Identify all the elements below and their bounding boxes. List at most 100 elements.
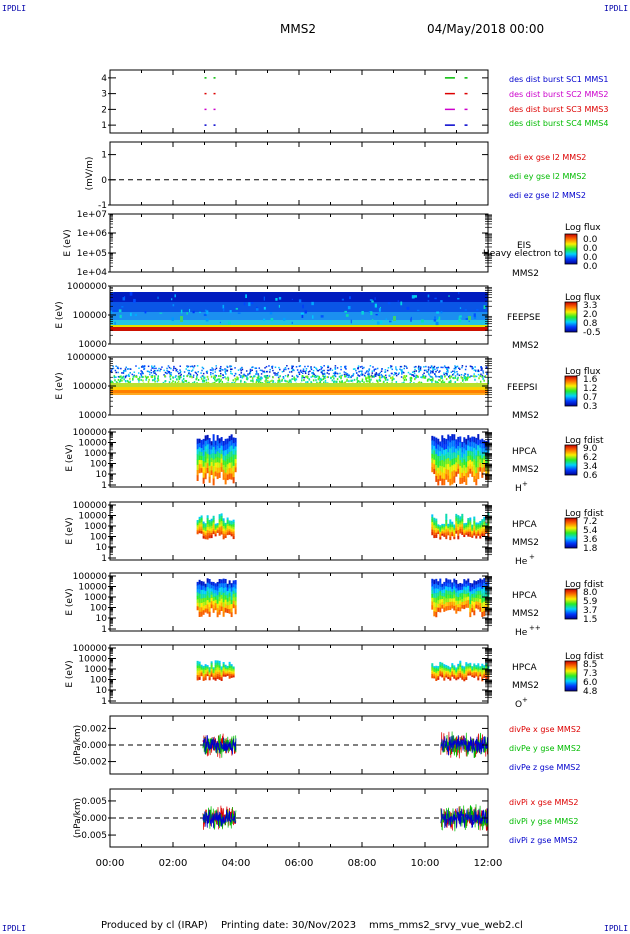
spectrogram-speck-feepse bbox=[121, 306, 124, 308]
spectrogram-cell-hpca_he bbox=[479, 535, 482, 539]
spectrogram-cell-hpca_he bbox=[451, 532, 454, 535]
spectrogram-cell-hpca_he bbox=[220, 518, 223, 522]
spectrogram-speck-feepsi bbox=[171, 381, 173, 384]
spectrogram-speck-feepsi bbox=[335, 380, 337, 383]
spectrogram-cell-hpca_h bbox=[214, 453, 217, 459]
spectrogram-cell-hpca_hepp bbox=[196, 606, 199, 611]
spectrogram-speck-feepsi bbox=[276, 372, 278, 375]
spectrogram-speck-feepsi bbox=[323, 365, 325, 367]
spectrogram-speck-feepse bbox=[437, 316, 441, 320]
spectrogram-cell-hpca_h bbox=[441, 460, 444, 467]
spectrogram-cell-hpca_hepp bbox=[228, 609, 231, 614]
spectrogram-speck-feepsi bbox=[224, 370, 227, 372]
spectrogram-speck-feepsi bbox=[175, 375, 177, 377]
spectrogram-cell-hpca_hepp bbox=[216, 581, 219, 587]
spectrogram-cell-hpca_h bbox=[437, 479, 440, 486]
spectrogram-speck-feepsi bbox=[163, 369, 165, 372]
spectrogram-speck-feepsi bbox=[326, 372, 329, 374]
spectrogram-speck-feepsi bbox=[246, 377, 249, 380]
spectrogram-speck-feepsi bbox=[303, 376, 306, 379]
spectrogram-cell-hpca_h bbox=[481, 462, 484, 469]
spectrogram-cell-hpca_h bbox=[461, 441, 464, 448]
spectrogram-cell-hpca_hepp bbox=[451, 595, 454, 599]
spectrogram-speck-feepsi bbox=[281, 370, 284, 373]
sc-label-hpca_h: MMS2 bbox=[512, 465, 539, 475]
spectrogram-cell-hpca_h bbox=[224, 450, 227, 457]
spectrogram-cell-hpca_h bbox=[210, 449, 213, 455]
spectrogram-speck-feepsi bbox=[188, 372, 190, 374]
spectrogram-cell-hpca_he bbox=[457, 535, 460, 540]
spectrogram-cell-hpca_he bbox=[431, 521, 434, 526]
spectrogram-speck-feepsi bbox=[170, 367, 172, 370]
spectrogram-speck-feepsi bbox=[327, 369, 330, 372]
spectrogram-cell-hpca_o bbox=[455, 675, 458, 678]
spectrogram-cell-hpca_hepp bbox=[232, 583, 235, 588]
spectrogram-cell-hpca_he bbox=[459, 522, 462, 526]
spectrogram-cell-hpca_he bbox=[465, 533, 468, 535]
spectrogram-speck-feepsi bbox=[192, 366, 195, 369]
spectrogram-cell-hpca_he bbox=[451, 523, 454, 526]
spectrogram-cell-hpca_he bbox=[449, 524, 452, 528]
colorbar-title-feepse: Log flux bbox=[565, 293, 601, 303]
spectrogram-speck-feepsi bbox=[277, 371, 279, 374]
spectrogram-cell-hpca_o bbox=[214, 677, 217, 681]
spectrogram-cell-hpca_hepp bbox=[437, 603, 440, 609]
spectrogram-speck-feepse bbox=[400, 301, 403, 306]
spectrogram-speck-feepsi bbox=[420, 376, 422, 378]
spectrogram-cell-hpca_he bbox=[220, 526, 223, 530]
spectrogram-cell-hpca_o bbox=[198, 663, 201, 667]
spectrogram-speck-feepsi bbox=[415, 365, 417, 368]
legend-divpi-1: divPi y gse MMS2 bbox=[509, 817, 578, 826]
spectrogram-cell-hpca_he bbox=[196, 530, 199, 533]
spectrogram-cell-hpca_h bbox=[443, 438, 446, 445]
spectrogram-cell-hpca_o bbox=[204, 668, 207, 671]
spectrogram-cell-hpca_he bbox=[202, 529, 205, 533]
spectrogram-speck-feepsi bbox=[258, 378, 260, 381]
spectrogram-cell-hpca_h bbox=[479, 463, 482, 468]
spectrogram-speck-feepsi bbox=[119, 378, 122, 381]
spectrogram-speck-feepsi bbox=[425, 369, 427, 372]
spectrogram-cell-hpca_o bbox=[463, 666, 466, 669]
spectrogram-speck-feepsi bbox=[310, 366, 312, 368]
spectrogram-cell-hpca_he bbox=[457, 529, 460, 534]
spectrogram-cell-hpca_hepp bbox=[449, 605, 452, 611]
spectrogram-cell-hpca_hepp bbox=[198, 598, 201, 604]
spectrogram-speck-feepsi bbox=[465, 378, 467, 381]
spectrogram-cell-hpca_he bbox=[232, 533, 235, 537]
spectrogram-speck-feepse bbox=[434, 316, 436, 319]
spectrogram-speck-feepsi bbox=[365, 378, 367, 381]
spectrogram-cell-hpca_hepp bbox=[214, 586, 217, 591]
spectrogram-cell-hpca_he bbox=[228, 532, 231, 535]
spectrogram-cell-hpca_o bbox=[232, 669, 235, 671]
spectrogram-cell-hpca_he bbox=[208, 524, 211, 528]
spectrogram-speck-feepsi bbox=[372, 375, 375, 378]
spectrogram-cell-hpca_hepp bbox=[445, 598, 448, 603]
spectrogram-cell-hpca_hepp bbox=[477, 605, 480, 610]
spectrogram-speck-feepsi bbox=[393, 374, 395, 376]
spectrogram-speck-feepsi bbox=[264, 367, 266, 369]
spectrogram-speck-feepsi bbox=[134, 375, 137, 378]
spectrogram-speck-feepsi bbox=[441, 381, 443, 384]
spectrogram-cell-hpca_hepp bbox=[451, 585, 454, 590]
spectrogram-cell-hpca_hepp bbox=[435, 588, 438, 594]
spectrogram-cell-hpca_hepp bbox=[210, 585, 213, 589]
y-tick-label-hpca_he-1: 10000 bbox=[78, 512, 107, 522]
spectrogram-cell-hpca_o bbox=[449, 670, 452, 673]
spectrogram-cell-hpca_h bbox=[447, 434, 450, 441]
spectrogram-cell-hpca_hepp bbox=[206, 608, 209, 614]
spectrogram-cell-hpca_o bbox=[431, 670, 434, 673]
y-axis-label-hpca_h: E (eV) bbox=[65, 444, 75, 471]
spectrogram-speck-feepsi bbox=[178, 376, 181, 378]
spectrogram-cell-hpca_he bbox=[439, 526, 442, 530]
colorbar-tick-label-eis-1: 0.0 bbox=[583, 244, 598, 254]
spectrogram-speck-feepsi bbox=[361, 380, 363, 383]
spectrogram-speck-feepse bbox=[311, 301, 314, 306]
spectrogram-speck-feepsi bbox=[168, 381, 171, 384]
spectrogram-speck-feepsi bbox=[207, 378, 209, 381]
spectrogram-cell-hpca_o bbox=[202, 667, 205, 670]
spectrogram-speck-feepse bbox=[300, 312, 304, 315]
spectrogram-cell-hpca_hepp bbox=[198, 602, 201, 608]
spectrogram-cell-hpca_o bbox=[481, 670, 484, 673]
spectrogram-cell-hpca_o bbox=[439, 672, 442, 675]
spectrogram-speck-feepsi bbox=[177, 375, 180, 378]
